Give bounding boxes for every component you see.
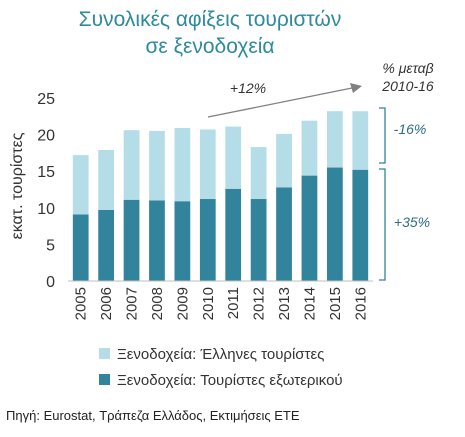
y-tick-label: 10 <box>37 201 55 218</box>
bar-foreign-2014 <box>301 175 318 281</box>
domestic-change-label: -16% <box>394 121 427 137</box>
bar-foreign-2010 <box>199 199 216 281</box>
bar-domestic-2012 <box>250 147 267 200</box>
bar-foreign-2008 <box>149 200 165 281</box>
legend-swatch-domestic <box>99 348 110 359</box>
x-tick-label: 2010 <box>200 287 217 320</box>
bar-foreign-2016 <box>352 169 369 281</box>
domestic-bracket <box>379 107 386 164</box>
bar-domestic-2013 <box>276 133 292 188</box>
y-axis-ticks: 0 5 10 15 20 25 <box>37 91 55 291</box>
change-header-line-2: 2010-16 <box>381 78 434 94</box>
bar-foreign-2012 <box>250 199 267 281</box>
y-tick-label: 15 <box>37 164 55 181</box>
foreign-change-label: +35% <box>394 214 430 230</box>
x-axis-ticks: 2005 2006 2007 2008 2009 2010 2011 2012 2013 2014… <box>73 287 370 320</box>
bar-domestic-2007 <box>123 130 140 200</box>
bar-foreign-2011 <box>225 188 242 281</box>
bar-series <box>72 111 369 281</box>
x-tick-label: 2012 <box>251 287 268 320</box>
bar-domestic-2010 <box>199 129 216 200</box>
y-tick-label: 5 <box>46 237 55 254</box>
chart-title-line-1: Συνολικές αφίξεις τουριστών <box>79 8 342 31</box>
bar-foreign-2009 <box>174 201 191 281</box>
y-axis-label: εκατ. τουρίστες <box>9 132 26 239</box>
bar-foreign-2006 <box>98 209 115 281</box>
bar-foreign-2015 <box>326 167 343 281</box>
x-tick-label: 2007 <box>124 287 141 320</box>
y-tick-label: 0 <box>46 274 55 291</box>
bar-domestic-2015 <box>326 111 343 168</box>
bar-foreign-2013 <box>276 187 292 281</box>
x-tick-label: 2014 <box>301 287 318 320</box>
legend-label-domestic: Ξενοδοχεία: Έλληνες τουρίστες <box>117 346 324 363</box>
bar-domestic-2008 <box>149 130 165 201</box>
x-tick-label: 2011 <box>225 287 242 319</box>
source-note: Πηγή: Eurostat, Τράπεζα Ελλάδος, Εκτιμήσ… <box>6 408 300 423</box>
y-tick-label: 25 <box>37 91 55 108</box>
bar-domestic-2014 <box>301 120 318 176</box>
change-header-line-1: % μεταβ <box>382 60 433 76</box>
bar-domestic-2016 <box>352 111 369 170</box>
x-tick-label: 2015 <box>327 287 344 320</box>
bar-foreign-2007 <box>123 199 140 281</box>
trend-arrow-head <box>350 83 362 93</box>
x-tick-label: 2005 <box>73 287 90 320</box>
bar-domestic-2009 <box>174 128 191 202</box>
legend-label-foreign: Ξενοδοχεία: Τουρίστες εξωτερικού <box>117 372 343 389</box>
chart-title-line-2: σε ξενοδοχεία <box>145 35 274 58</box>
y-tick-label: 20 <box>37 128 55 145</box>
bar-domestic-2006 <box>98 149 115 210</box>
x-tick-label: 2009 <box>174 287 191 320</box>
legend-swatch-foreign <box>99 374 110 385</box>
total-change-label: +12% <box>230 80 266 96</box>
trend-arrow-line <box>207 87 353 118</box>
foreign-bracket <box>379 168 386 281</box>
bar-foreign-2005 <box>72 214 89 281</box>
bar-domestic-2011 <box>225 126 242 189</box>
x-tick-label: 2016 <box>352 287 369 320</box>
x-tick-label: 2008 <box>149 287 166 320</box>
x-tick-label: 2013 <box>276 287 293 320</box>
x-tick-label: 2006 <box>98 287 115 320</box>
bar-domestic-2005 <box>72 155 89 215</box>
